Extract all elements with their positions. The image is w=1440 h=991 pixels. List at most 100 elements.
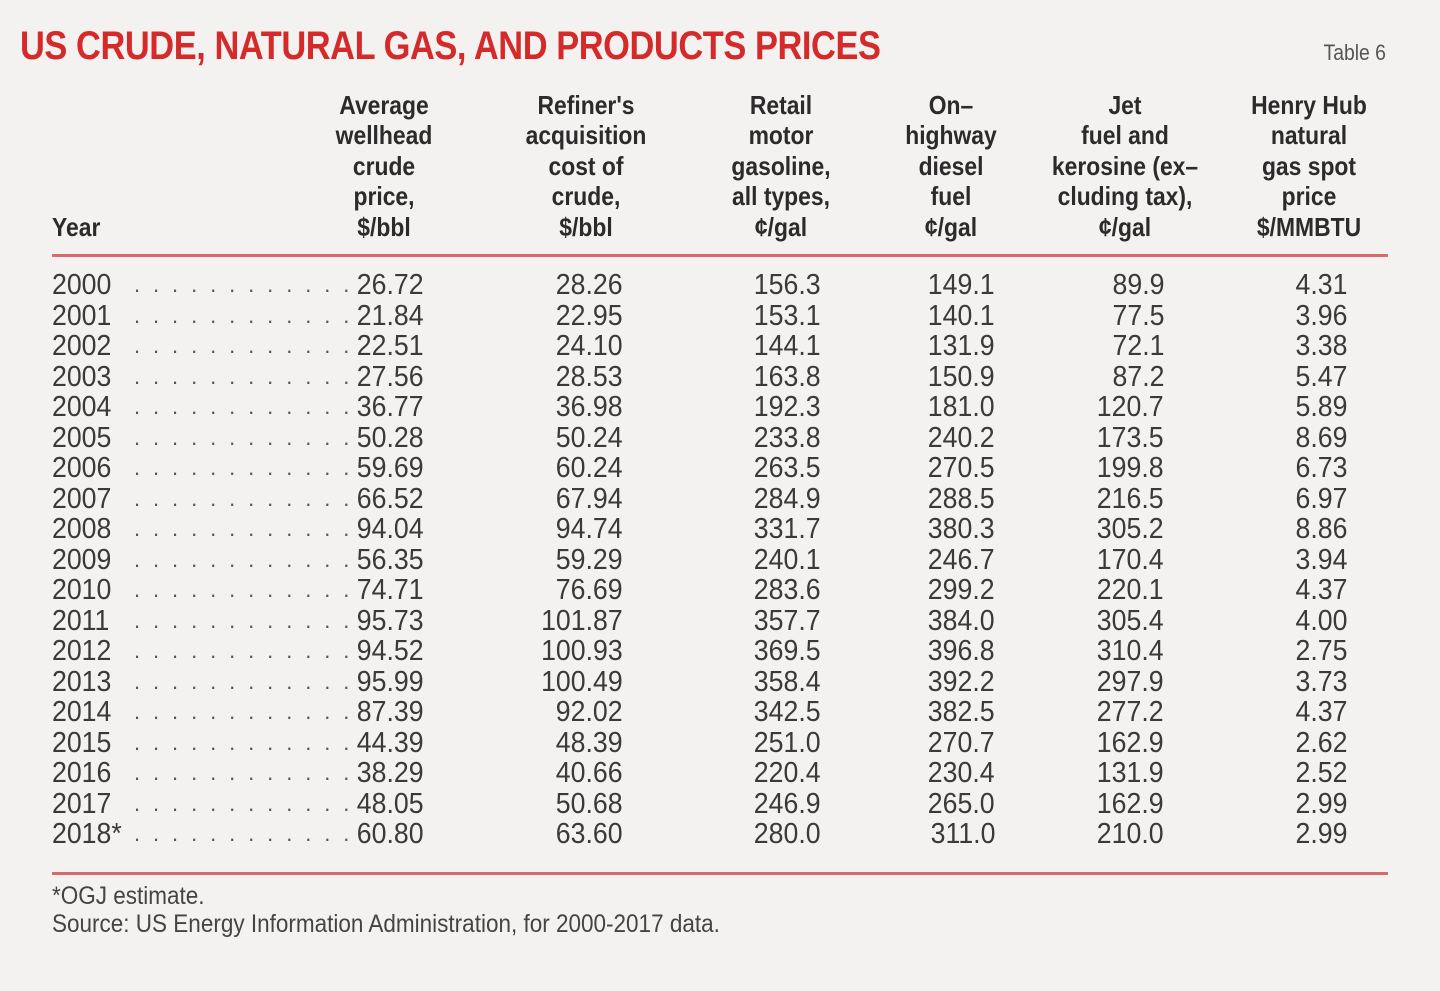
value-cell-refiner: 48.39 <box>556 726 623 759</box>
column-header-line: wellhead <box>335 120 433 150</box>
value-cell-wellhead: 94.52 <box>357 635 424 667</box>
value-cell-diesel: 246.7 <box>928 543 995 576</box>
value-cell-refiner: 100.49 <box>541 665 623 698</box>
value-cell-jet: 210.0 <box>1097 818 1164 850</box>
column-header-line: crude, <box>551 181 621 211</box>
value-cell-refiner: 40.66 <box>556 757 623 789</box>
table-row: 2010 . . . . . . . . . . . . 74.71 76.69 283… <box>0 575 1440 606</box>
value-cell-refiner: 36.98 <box>556 391 623 423</box>
table-body: 2000. . . . . . . . . . . . 26.72 28.26 156… <box>0 270 1440 850</box>
column-header-line: highway <box>905 120 997 150</box>
column-header-line: $/MMBTU <box>1256 211 1362 242</box>
value-cell-refiner: 28.26 <box>556 269 623 301</box>
value-cell-wellhead: 48.05 <box>357 787 424 820</box>
value-cell-diesel: 181.0 <box>928 391 995 423</box>
value-cell-diesel: 382.5 <box>928 696 995 728</box>
leader-dots: . . . . . . . . . . . . <box>134 394 353 419</box>
value-cell-gasoline: 144.1 <box>754 330 821 362</box>
value-cell-wellhead: 56.35 <box>357 543 424 576</box>
column-header-line: acquisition <box>525 120 647 150</box>
column-header-diesel: On– highway diesel fuel ¢/gal <box>872 90 1030 243</box>
year-cell: 2005 <box>52 421 112 454</box>
footnote-estimate: *OGJ estimate. <box>52 882 205 910</box>
value-cell-jet: 162.9 <box>1097 726 1164 759</box>
year-cell: 2000 <box>52 269 112 301</box>
value-cell-jet: 305.4 <box>1097 604 1164 637</box>
column-header-line: $/bbl <box>559 211 613 242</box>
value-cell-diesel: 299.2 <box>928 574 995 606</box>
value-cell-diesel: 311.0 <box>930 818 995 850</box>
value-cell-diesel: 140.1 <box>928 299 995 332</box>
value-cell-wellhead: 22.51 <box>357 330 424 362</box>
value-cell-jet: 87.2 <box>1112 360 1164 393</box>
value-cell-henryhub: 5.89 <box>1295 391 1347 423</box>
column-header-row: Year Average wellhead crude price, $/bbl Refin… <box>0 88 1440 248</box>
year-cell: 2014 <box>52 696 112 728</box>
year-cell: 2011 <box>52 604 110 637</box>
leader-dots: . . . . . . . . . . . . <box>134 485 353 511</box>
table-row: 2001 . . . . . . . . . . . . 21.84 22.95 153… <box>0 299 1440 332</box>
value-cell-gasoline: 192.3 <box>754 391 821 423</box>
value-cell-gasoline: 220.4 <box>754 757 821 789</box>
value-cell-diesel: 265.0 <box>928 787 995 820</box>
table-title: US CRUDE, NATURAL GAS, AND PRODUCTS PRIC… <box>20 24 881 68</box>
table-row: 2012 . . . . . . . . . . . . 94.52 100.93 36… <box>0 636 1440 667</box>
value-cell-wellhead: 95.99 <box>357 665 424 698</box>
value-cell-gasoline: 331.7 <box>754 513 821 545</box>
value-cell-diesel: 380.3 <box>928 513 995 545</box>
value-cell-henryhub: 3.38 <box>1295 330 1347 362</box>
value-cell-refiner: 50.68 <box>556 787 623 820</box>
year-cell: 2017 <box>52 787 112 820</box>
column-header-line: ¢/gal <box>924 211 978 242</box>
value-cell-gasoline: 153.1 <box>754 299 821 332</box>
table-row: 2017 . . . . . . . . . . . . 48.05 50.68 246… <box>0 787 1440 820</box>
column-header-line: Refiner's <box>537 89 635 120</box>
column-header-line: gas spot <box>1261 150 1357 181</box>
header-divider <box>52 254 1388 257</box>
year-cell: 2018* <box>52 818 122 850</box>
value-cell-henryhub: 4.37 <box>1295 696 1347 728</box>
value-cell-jet: 310.4 <box>1097 635 1164 667</box>
value-cell-jet: 220.1 <box>1097 574 1164 606</box>
year-cell: 2004 <box>52 391 112 423</box>
value-cell-gasoline: 283.6 <box>754 574 821 606</box>
value-cell-jet: 131.9 <box>1097 757 1164 789</box>
column-header-line: crude <box>352 150 416 181</box>
table-row: 2009 . . . . . . . . . . . . 56.35 59.29 240… <box>0 543 1440 576</box>
value-cell-jet: 170.4 <box>1097 543 1164 576</box>
column-header-line: natural <box>1270 120 1348 150</box>
table-row: 2015 . . . . . . . . . . . . 44.39 48.39 251… <box>0 726 1440 759</box>
leader-dots: . . . . . . . . . . . . <box>134 729 353 755</box>
leader-dots: . . . . . . . . . . . . <box>134 668 353 694</box>
value-cell-jet: 77.5 <box>1112 299 1164 332</box>
column-header-line: On– <box>928 89 974 120</box>
year-cell: 2015 <box>52 726 112 759</box>
value-cell-gasoline: 156.3 <box>754 269 821 301</box>
value-cell-henryhub: 6.73 <box>1295 452 1347 484</box>
value-cell-henryhub: 2.75 <box>1295 635 1347 667</box>
year-cell: 2006 <box>52 452 112 484</box>
table-row: 2016 . . . . . . . . . . . . 38.29 40.66 220… <box>0 758 1440 789</box>
column-header-line: Henry Hub <box>1251 89 1367 120</box>
footnotes: *OGJ estimate. Source: US Energy Informat… <box>52 882 720 938</box>
table-row: 2008 . . . . . . . . . . . . 94.04 94.74 331… <box>0 514 1440 545</box>
value-cell-gasoline: 263.5 <box>754 452 821 484</box>
value-cell-jet: 297.9 <box>1097 665 1164 698</box>
year-cell: 2003 <box>52 360 112 393</box>
value-cell-wellhead: 59.69 <box>357 452 424 484</box>
value-cell-gasoline: 342.5 <box>754 696 821 728</box>
table-row: 2002 . . . . . . . . . . . . 22.51 24.10 144… <box>0 331 1440 362</box>
footnote-source: Source: US Energy Information Administra… <box>52 910 720 938</box>
leader-dots: . . . . . . . . . . . . <box>134 424 353 450</box>
value-cell-gasoline: 240.1 <box>754 543 821 576</box>
table-row: 2003 . . . . . . . . . . . . 27.56 28.53 163… <box>0 360 1440 393</box>
value-cell-gasoline: 251.0 <box>754 726 821 759</box>
column-header-line: Year <box>52 211 101 242</box>
value-cell-gasoline: 233.8 <box>754 421 821 454</box>
value-cell-henryhub: 2.52 <box>1295 757 1347 789</box>
value-cell-henryhub: 8.69 <box>1295 421 1347 454</box>
table-row: 2007 . . . . . . . . . . . . 66.52 67.94 284… <box>0 482 1440 515</box>
column-header-line: motor <box>748 120 814 150</box>
value-cell-gasoline: 284.9 <box>754 482 821 515</box>
value-cell-henryhub: 3.73 <box>1295 665 1347 698</box>
